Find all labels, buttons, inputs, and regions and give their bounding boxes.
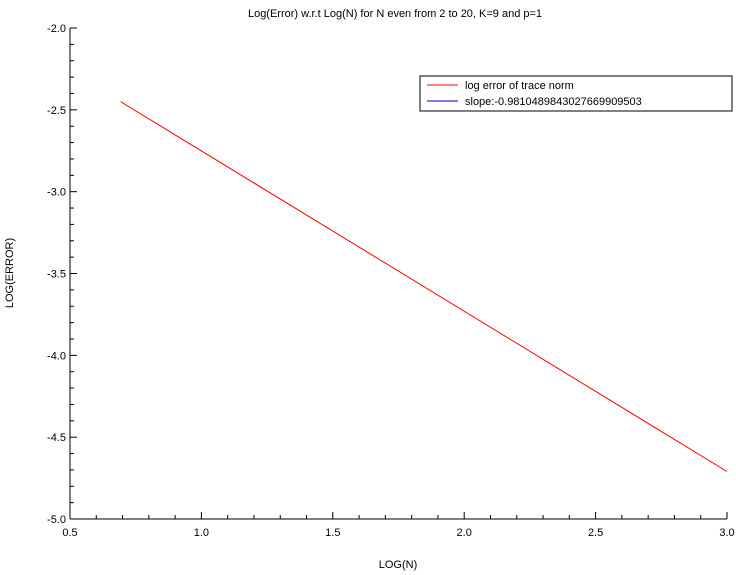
x-axis-label: LOG(N) xyxy=(379,559,418,571)
legend: log error of trace norm slope:-0.9810489… xyxy=(419,75,733,112)
chart-title: Log(Error) w.r.t Log(N) for N even from … xyxy=(248,8,542,20)
x-tick-label: 0.5 xyxy=(62,527,77,539)
y-tick-label: -5.0 xyxy=(47,514,66,526)
x-tick-label: 1.0 xyxy=(194,527,209,539)
y-tick-label: -3.0 xyxy=(47,187,66,199)
x-tick-label: 2.5 xyxy=(588,527,603,539)
x-tick-label: 2.0 xyxy=(457,527,472,539)
x-tick-label: 1.5 xyxy=(325,527,340,539)
y-tick-label: -4.5 xyxy=(47,432,66,444)
series-layer xyxy=(120,101,728,472)
x-tick-label: 3.0 xyxy=(719,527,734,539)
legend-box xyxy=(419,75,733,112)
y-tick-label: -2.5 xyxy=(47,105,66,117)
y-tick-label: -2.0 xyxy=(47,23,66,35)
series-line-trace-norm xyxy=(120,101,728,472)
y-tick-label: -4.0 xyxy=(47,350,66,362)
y-tick-label: -3.5 xyxy=(47,269,66,281)
x-ticks: 0.5 1.0 1.5 2.0 2.5 3.0 xyxy=(62,512,735,539)
y-ticks: -2.0 -2.5 -3.0 -3.5 -4.0 -4.5 -5.0 xyxy=(47,23,77,526)
y-axis-label: LOG(ERROR) xyxy=(4,238,16,308)
legend-label-slope: slope:-0.9810489843027669909503 xyxy=(465,96,642,108)
legend-label-trace-norm: log error of trace norm xyxy=(465,80,574,92)
